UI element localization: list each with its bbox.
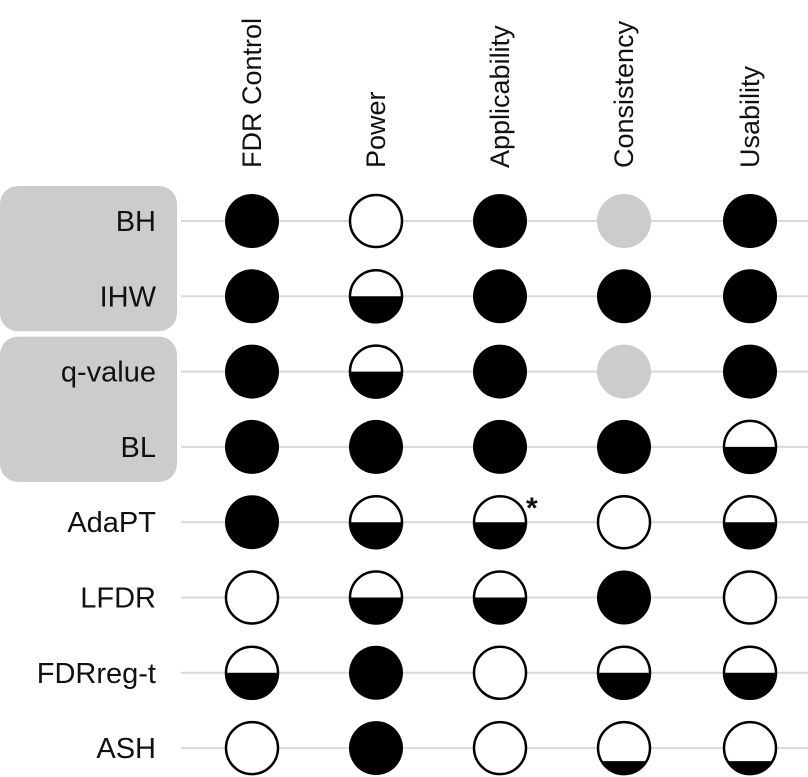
mark-lfdr-applicability	[472, 570, 528, 625]
mark-bh-power	[348, 193, 404, 249]
mark-q-value-power	[348, 344, 404, 399]
mark-fdrreg-t-consistency	[596, 645, 652, 701]
mark-q-value-fdr-control	[225, 344, 279, 399]
column-header-fdr-control: FDR Control	[237, 18, 267, 168]
mark-ash-power	[349, 721, 403, 776]
row-label-bh: BH	[116, 206, 156, 238]
row-label-lfdr: LFDR	[80, 583, 156, 615]
group-highlights	[0, 186, 177, 482]
mark-adapt-fdr-control	[225, 495, 279, 550]
mark-bh-usability	[723, 194, 777, 248]
mark-ihw-usability	[723, 269, 777, 324]
row-labels: BH IHW q-value BL AdaPT LFDR FDRreg-t ASH	[37, 206, 157, 765]
row-label-adapt: AdaPT	[67, 507, 156, 539]
mark-ihw-consistency	[597, 269, 651, 324]
column-header-power: Power	[361, 91, 391, 168]
group-box-2	[0, 336, 177, 482]
row-label-ash: ASH	[96, 733, 156, 765]
row-label-ihw: IHW	[100, 281, 157, 313]
mark-bl-usability	[722, 419, 778, 475]
mark-ihw-fdr-control	[225, 269, 279, 324]
mark-adapt-applicability	[472, 494, 528, 550]
group-box-1	[0, 186, 177, 332]
mark-q-value-consistency	[597, 344, 651, 399]
mark-ihw-power	[348, 269, 404, 324]
mark-fdrreg-t-power	[349, 645, 403, 700]
mark-adapt-usability	[722, 494, 778, 550]
column-header-usability: Usability	[735, 65, 765, 168]
column-headers: FDR Control Power Applicability Consistency…	[237, 18, 765, 168]
mark-bh-applicability	[473, 194, 527, 248]
mark-fdrreg-t-fdr-control	[224, 645, 280, 701]
mark-bl-consistency	[597, 419, 651, 474]
mark-lfdr-fdr-control	[224, 570, 280, 625]
mark-ash-usability	[722, 720, 778, 776]
mark-adapt-power	[348, 494, 404, 550]
mark-bl-fdr-control	[225, 419, 279, 474]
mark-ihw-applicability	[473, 269, 527, 324]
row-label-fdrreg-t: FDRreg-t	[37, 658, 156, 690]
mark-lfdr-consistency	[597, 570, 651, 625]
mark-adapt-consistency	[596, 494, 652, 550]
column-header-applicability: Applicability	[485, 25, 515, 168]
mark-q-value-applicability	[473, 344, 527, 399]
mark-bl-applicability	[473, 419, 527, 474]
annotation-asterisk: *	[526, 492, 538, 525]
column-header-consistency: Consistency	[609, 20, 639, 168]
mark-lfdr-usability	[722, 570, 778, 625]
mark-ash-consistency	[596, 720, 652, 776]
mark-q-value-usability	[723, 344, 777, 399]
rating-marks	[224, 193, 778, 776]
mark-bl-power	[349, 419, 403, 474]
annotations: *	[526, 492, 538, 525]
mark-lfdr-power	[348, 570, 404, 625]
mark-ash-applicability	[472, 720, 528, 776]
row-label-bl: BL	[121, 432, 156, 464]
mark-fdrreg-t-applicability	[472, 645, 528, 701]
mark-ash-fdr-control	[224, 720, 280, 776]
mark-bh-fdr-control	[225, 194, 279, 248]
mark-fdrreg-t-usability	[722, 645, 778, 701]
row-label-q-value: q-value	[61, 357, 156, 389]
mark-bh-consistency	[597, 194, 651, 248]
